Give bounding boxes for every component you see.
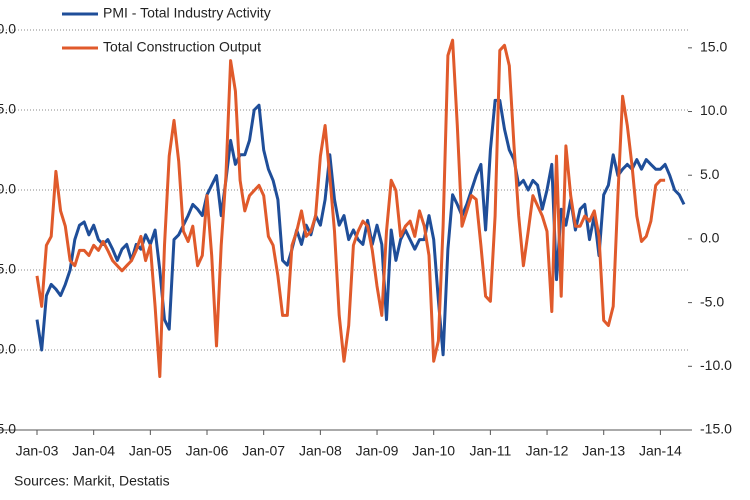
y2-tick-label: -15.0 <box>700 421 732 437</box>
series-line <box>35 38 666 378</box>
x-tick-label: Jan-08 <box>299 443 342 459</box>
x-tick-label: Jan-10 <box>412 443 455 459</box>
y-tick-label: 50.0 <box>0 181 16 197</box>
x-tick-label: Jan-14 <box>639 443 682 459</box>
y2-tick-label: -10.0 <box>700 357 732 373</box>
y2-tick-label: 5.0 <box>700 166 720 182</box>
x-tick-label: Jan-03 <box>16 443 59 459</box>
y2-tick-label: 10.0 <box>700 102 727 118</box>
y-tick-label: 45.0 <box>0 261 16 277</box>
legend-label: Total Construction Output <box>103 39 261 55</box>
x-tick-label: Jan-04 <box>72 443 115 459</box>
y2-tick-label: 0.0 <box>700 230 720 246</box>
y-tick-label: 35.0 <box>0 421 16 437</box>
x-tick-label: Jan-09 <box>356 443 399 459</box>
x-tick-label: Jan-07 <box>242 443 285 459</box>
x-tick-label: Jan-12 <box>526 443 569 459</box>
y-tick-label: 40.0 <box>0 341 16 357</box>
x-tick-label: Jan-06 <box>186 443 229 459</box>
y-tick-label: 60.0 <box>0 21 16 37</box>
y2-tick-label: -5.0 <box>700 293 724 309</box>
source-note: Sources: Markit, Destatis <box>14 473 170 489</box>
y-tick-label: 55.0 <box>0 101 16 117</box>
x-tick-label: Jan-11 <box>469 443 511 459</box>
x-tick-label: Jan-13 <box>582 443 625 459</box>
x-tick-label: Jan-05 <box>129 443 172 459</box>
y2-tick-label: 15.0 <box>700 39 727 55</box>
legend-label: PMI - Total Industry Activity <box>103 5 271 21</box>
